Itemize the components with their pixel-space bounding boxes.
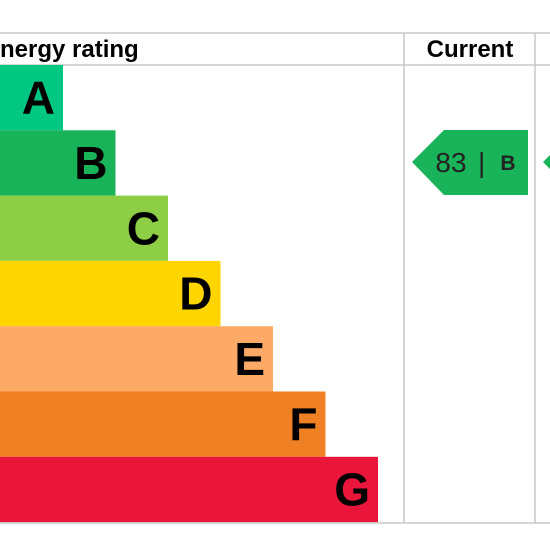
band-label-f: F	[289, 398, 317, 450]
band-label-d: D	[179, 268, 212, 320]
band-label-g: G	[334, 463, 370, 515]
band-g	[0, 456, 378, 523]
band-e	[0, 326, 273, 392]
band-b	[0, 130, 116, 196]
current-letter: B	[500, 152, 515, 175]
band-d	[0, 260, 221, 327]
band-a	[0, 65, 63, 131]
band-f	[0, 391, 326, 457]
potential-arrow-shape	[543, 155, 550, 169]
band-label-b: B	[74, 137, 107, 189]
energy-rating-header: nergy rating	[0, 36, 139, 63]
current-separator: |	[478, 147, 485, 178]
current-rating-arrow: 83 | B	[412, 130, 528, 195]
table-grid	[0, 32, 550, 524]
band-label-c: C	[127, 202, 160, 254]
current-header: Current	[427, 36, 514, 63]
current-value: 83	[435, 147, 466, 178]
band-label-a: A	[22, 72, 55, 124]
band-label-e: E	[234, 333, 265, 385]
current-arrow-shape	[412, 130, 528, 195]
band-c	[0, 195, 168, 261]
